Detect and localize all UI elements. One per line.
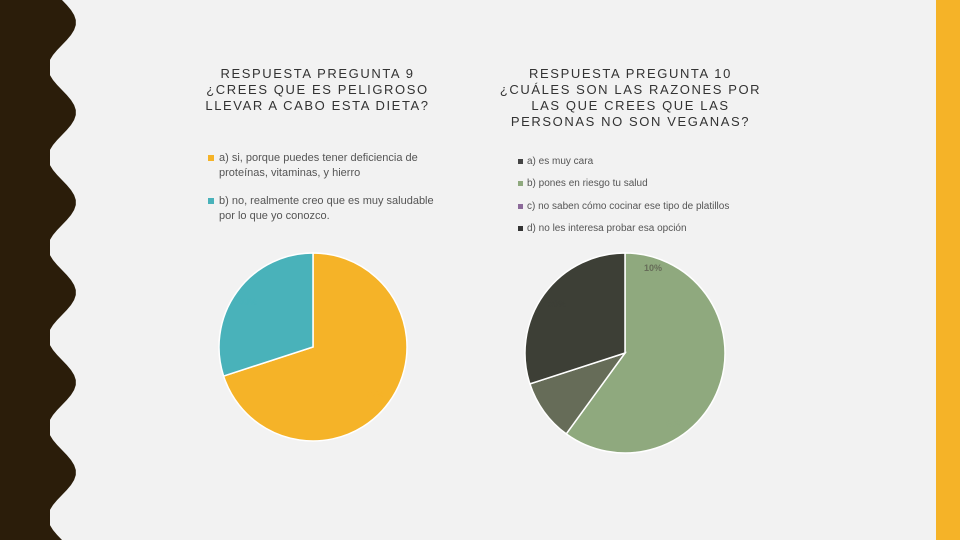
pie1-slice-2 bbox=[218, 252, 314, 377]
pie1-data-label-2: 30% bbox=[239, 297, 257, 307]
legend-label: a) si, porque puedes tener deficiencia d… bbox=[219, 152, 418, 179]
pie2-slice-4 bbox=[524, 252, 626, 385]
legend-label: b) no, realmente creo que es muy saludab… bbox=[219, 195, 434, 222]
legend-label: d) no les interesa probar esa opción bbox=[527, 223, 687, 234]
chart-title-pregunta-9: RESPUESTA PREGUNTA 9 ¿CREES QUE ES PELIG… bbox=[205, 66, 430, 113]
legend-item: b) pones en riesgo tu salud bbox=[518, 177, 778, 190]
pie2-data-label-4: 30% bbox=[548, 299, 566, 309]
legend-swatch bbox=[208, 198, 214, 204]
legend-item: c) no saben cómo cocinar ese tipo de pla… bbox=[518, 200, 778, 213]
left-band-wave bbox=[0, 0, 76, 540]
chart-title-pregunta-10: RESPUESTA PREGUNTA 10 ¿CUÁLES SON LAS RA… bbox=[499, 66, 762, 129]
legend-swatch bbox=[208, 155, 214, 161]
legend-swatch bbox=[518, 226, 523, 231]
legend-swatch bbox=[518, 204, 523, 209]
pie1-data-label-1: 70% bbox=[366, 389, 384, 399]
pie1-slice-1 bbox=[222, 252, 408, 442]
pie2-data-label-2: 60% bbox=[666, 419, 684, 429]
legend-label: b) pones en riesgo tu salud bbox=[527, 178, 648, 189]
pie2-slice-2 bbox=[565, 252, 726, 454]
legend-label: c) no saben cómo cocinar ese tipo de pla… bbox=[527, 201, 730, 212]
legend-item: a) es muy cara bbox=[518, 155, 778, 168]
legend-item: a) si, porque puedes tener deficiencia d… bbox=[208, 151, 443, 181]
legend-item: d) no les interesa probar esa opción bbox=[518, 222, 778, 235]
legend-label: a) es muy cara bbox=[527, 156, 594, 167]
legend-swatch bbox=[518, 181, 523, 186]
pie2-data-label-3: 10% bbox=[644, 263, 662, 273]
legend-swatch bbox=[518, 159, 523, 164]
legend-item: b) no, realmente creo que es muy saludab… bbox=[208, 194, 443, 224]
right-accent-band bbox=[936, 0, 960, 540]
